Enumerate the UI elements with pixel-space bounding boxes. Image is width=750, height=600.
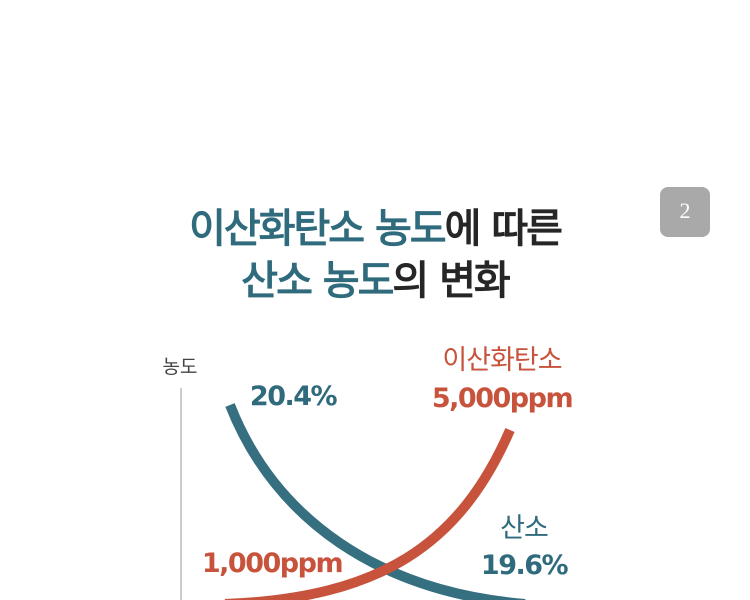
oxygen-name-label: 산소 [500,513,548,544]
co2-start-label: 1,000ppm [202,548,342,579]
co2-name-label: 이산화탄소 [442,345,561,376]
co2-curve [224,428,515,600]
co2-end-label: 5,000ppm [432,383,572,414]
title-highlight: 이산화탄소 농도 [189,206,446,252]
title-text: 에 따른 [445,206,563,252]
y-axis-label: 농도 [163,356,198,378]
oxygen-end-label: 19.6% [481,550,569,581]
badge-number: 2 [680,198,691,223]
oxygen-curve [225,403,526,600]
page-badge [660,187,710,237]
title-highlight: 산소 농도 [241,258,393,304]
title-text: 의 변화 [392,258,511,304]
oxygen-start-label: 20.4% [250,381,338,412]
title-line: 산소 농도의 변화 [241,258,511,304]
title-line: 이산화탄소 농도에 따른 [189,206,562,252]
